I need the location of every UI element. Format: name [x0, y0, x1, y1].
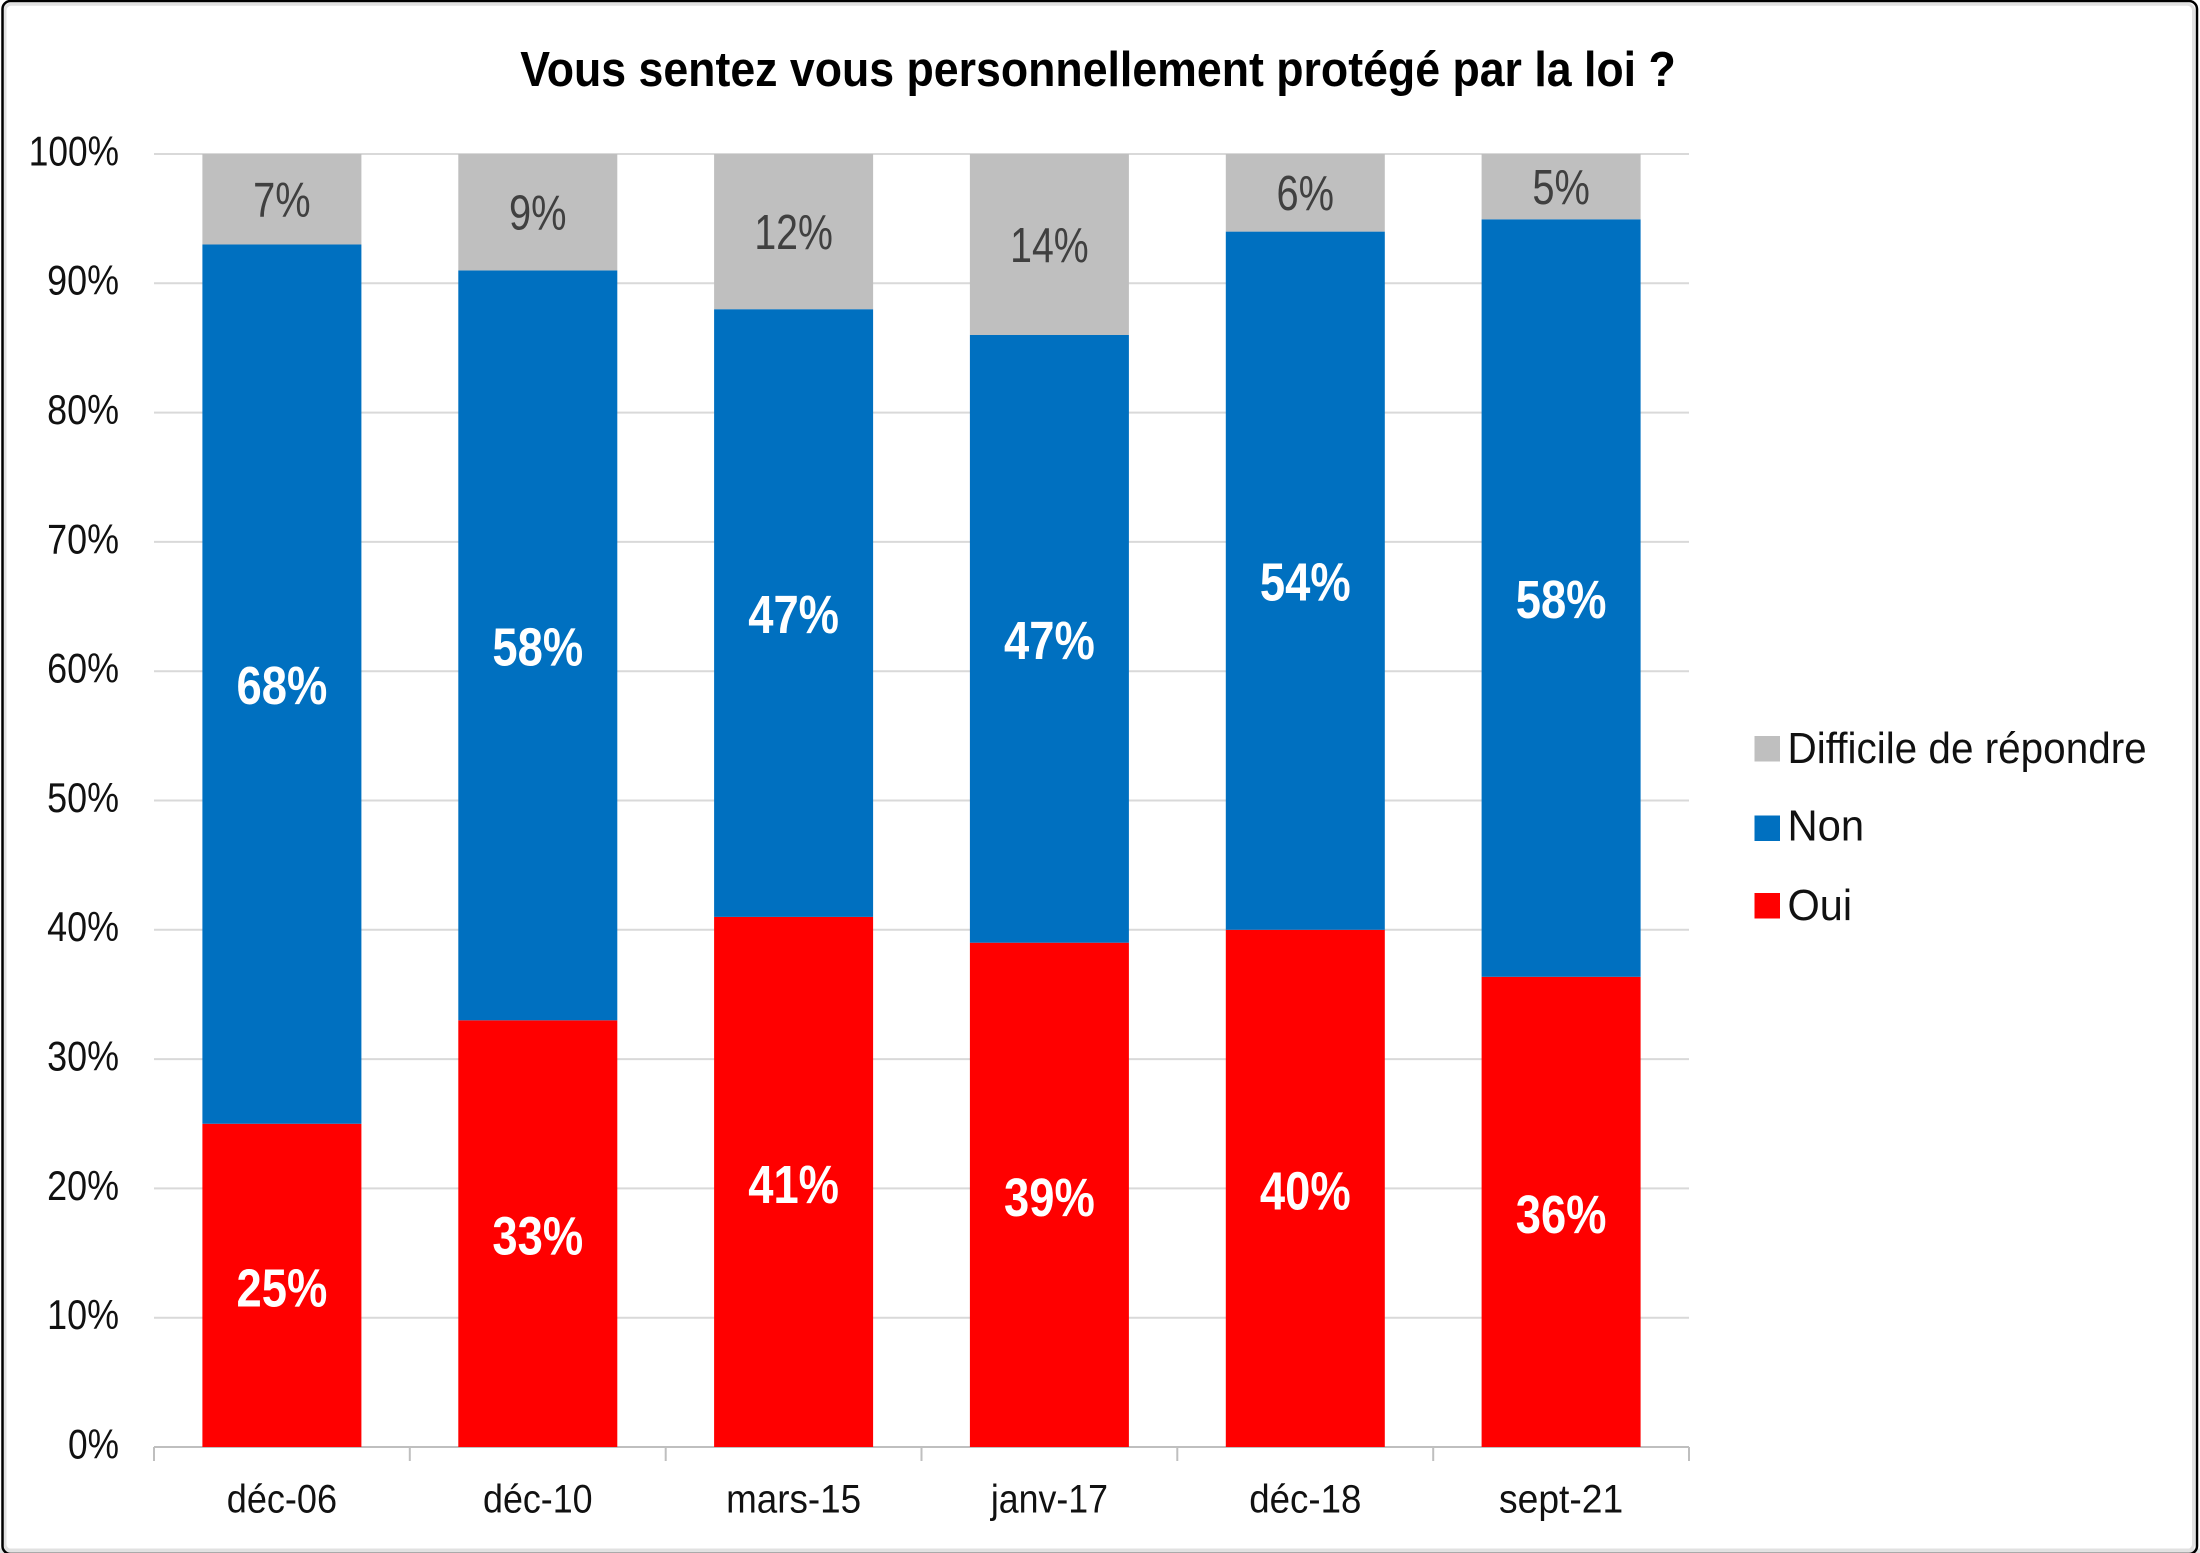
svg-text:Difficile de répondre: Difficile de répondre — [1788, 724, 2147, 773]
svg-text:12%: 12% — [754, 206, 833, 260]
svg-text:47%: 47% — [748, 584, 839, 645]
svg-text:10%: 10% — [47, 1293, 119, 1339]
svg-text:0%: 0% — [68, 1422, 119, 1469]
svg-text:70%: 70% — [47, 517, 119, 563]
svg-text:40%: 40% — [47, 905, 119, 951]
svg-text:déc-18: déc-18 — [1249, 1477, 1361, 1522]
svg-text:60%: 60% — [47, 646, 119, 692]
svg-text:janv-17: janv-17 — [990, 1478, 1108, 1522]
svg-text:25%: 25% — [237, 1258, 328, 1319]
svg-text:Oui: Oui — [1788, 881, 1853, 930]
svg-text:58%: 58% — [492, 617, 583, 678]
svg-text:41%: 41% — [748, 1154, 839, 1215]
svg-text:14%: 14% — [1010, 219, 1089, 273]
svg-text:9%: 9% — [509, 187, 566, 241]
svg-text:90%: 90% — [47, 258, 119, 304]
svg-text:58%: 58% — [1516, 569, 1607, 630]
svg-text:50%: 50% — [47, 775, 119, 821]
svg-text:7%: 7% — [253, 174, 310, 228]
svg-text:5%: 5% — [1532, 161, 1589, 215]
svg-text:sept-21: sept-21 — [1499, 1477, 1623, 1522]
svg-text:20%: 20% — [47, 1163, 119, 1209]
svg-text:déc-06: déc-06 — [227, 1478, 337, 1522]
svg-text:40%: 40% — [1260, 1161, 1351, 1222]
svg-text:30%: 30% — [47, 1034, 119, 1080]
svg-text:80%: 80% — [47, 387, 119, 433]
svg-text:47%: 47% — [1004, 610, 1095, 671]
svg-text:33%: 33% — [492, 1206, 583, 1267]
svg-text:39%: 39% — [1004, 1167, 1095, 1228]
svg-text:Vous sentez vous personnelleme: Vous sentez vous personnellement protégé… — [520, 42, 1676, 96]
svg-text:54%: 54% — [1260, 552, 1351, 613]
svg-text:36%: 36% — [1516, 1184, 1607, 1245]
svg-text:mars-15: mars-15 — [726, 1477, 861, 1522]
svg-text:déc-10: déc-10 — [483, 1478, 593, 1522]
svg-text:68%: 68% — [237, 655, 328, 716]
svg-text:Non: Non — [1788, 801, 1865, 850]
svg-text:6%: 6% — [1277, 167, 1334, 221]
svg-text:100%: 100% — [29, 129, 119, 176]
